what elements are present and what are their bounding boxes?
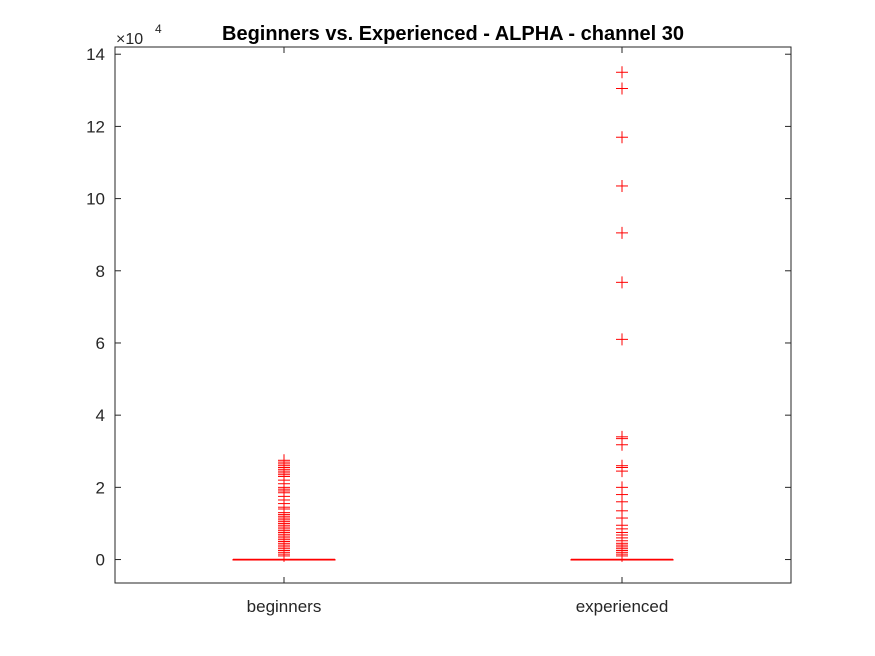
outlier-experienced — [616, 179, 628, 192]
y-tick-label: 14 — [86, 45, 105, 64]
exponent-label: ×10 4 — [116, 22, 162, 48]
box-group-beginners — [232, 454, 336, 562]
outlier-experienced — [616, 465, 628, 478]
y-tick-label: 6 — [96, 334, 105, 353]
outlier-experienced — [616, 549, 628, 562]
outlier-beginners — [278, 549, 290, 562]
y-tick-label: 10 — [86, 190, 105, 209]
outlier-experienced — [616, 66, 628, 79]
outlier-experienced — [616, 131, 628, 144]
outlier-experienced — [616, 276, 628, 289]
outlier-experienced — [616, 438, 628, 451]
outlier-experienced — [616, 82, 628, 95]
box-group-experienced — [570, 66, 674, 562]
plot-area-frame — [114, 46, 792, 584]
chart-title: Beginners vs. Experienced - ALPHA - chan… — [222, 23, 684, 45]
exponent-base: ×10 — [116, 31, 143, 48]
y-tick-label: 8 — [96, 262, 105, 281]
y-tick-label: 2 — [96, 478, 105, 497]
plot-marks — [232, 66, 674, 562]
y-axis: 0 2 4 6 8 10 12 14 — [86, 45, 791, 570]
x-tick-label-experienced: experienced — [576, 597, 669, 616]
exponent-power: 4 — [155, 22, 162, 36]
y-tick-label: 4 — [96, 406, 105, 425]
x-axis: beginners experienced — [247, 47, 669, 616]
y-tick-label: 0 — [96, 551, 105, 570]
outlier-experienced — [616, 333, 628, 346]
y-tick-label: 12 — [86, 117, 105, 136]
x-tick-label-beginners: beginners — [247, 597, 322, 616]
outlier-experienced — [616, 226, 628, 239]
